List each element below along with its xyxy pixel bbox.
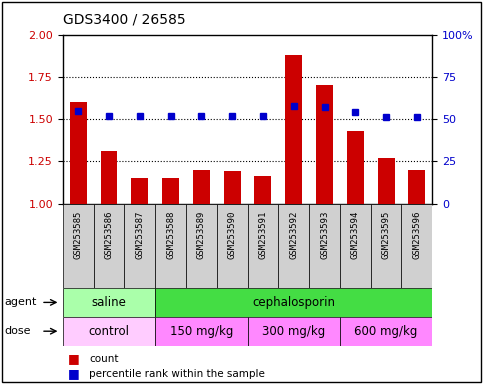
- Bar: [278, 204, 309, 288]
- Bar: [193, 170, 210, 204]
- Bar: [371, 204, 401, 288]
- Text: GSM253591: GSM253591: [258, 210, 268, 259]
- Text: GSM253586: GSM253586: [104, 210, 114, 259]
- Bar: [63, 204, 94, 288]
- Text: GDS3400 / 26585: GDS3400 / 26585: [63, 13, 185, 27]
- Text: saline: saline: [92, 296, 127, 309]
- Text: agent: agent: [5, 297, 37, 308]
- Bar: [340, 317, 432, 346]
- Bar: [70, 102, 86, 204]
- Text: GSM253592: GSM253592: [289, 210, 298, 259]
- Bar: [217, 204, 247, 288]
- Text: GSM253596: GSM253596: [412, 210, 421, 259]
- Text: GSM253589: GSM253589: [197, 210, 206, 259]
- Text: ■: ■: [68, 367, 79, 381]
- Bar: [63, 288, 155, 317]
- Text: GSM253593: GSM253593: [320, 210, 329, 259]
- Text: count: count: [89, 354, 119, 364]
- Bar: [316, 85, 333, 204]
- Bar: [309, 204, 340, 288]
- Text: dose: dose: [5, 326, 31, 336]
- Bar: [247, 317, 340, 346]
- Text: control: control: [88, 325, 129, 338]
- Text: GSM253588: GSM253588: [166, 210, 175, 259]
- Bar: [401, 204, 432, 288]
- Text: GSM253585: GSM253585: [74, 210, 83, 259]
- Bar: [340, 204, 371, 288]
- Bar: [63, 317, 155, 346]
- Bar: [155, 204, 186, 288]
- Bar: [155, 317, 248, 346]
- Bar: [255, 177, 271, 204]
- Bar: [155, 288, 432, 317]
- Bar: [186, 204, 217, 288]
- Bar: [131, 178, 148, 204]
- Bar: [347, 131, 364, 204]
- Text: cephalosporin: cephalosporin: [252, 296, 335, 309]
- Text: GSM253594: GSM253594: [351, 210, 360, 259]
- Text: ■: ■: [68, 352, 79, 365]
- Text: percentile rank within the sample: percentile rank within the sample: [89, 369, 265, 379]
- Text: GSM253587: GSM253587: [135, 210, 144, 259]
- Bar: [285, 55, 302, 204]
- Bar: [94, 204, 125, 288]
- Text: 600 mg/kg: 600 mg/kg: [355, 325, 418, 338]
- Bar: [100, 151, 117, 204]
- Text: GSM253595: GSM253595: [382, 210, 391, 259]
- Bar: [378, 158, 395, 204]
- Bar: [162, 178, 179, 204]
- Text: 150 mg/kg: 150 mg/kg: [170, 325, 233, 338]
- Bar: [247, 204, 278, 288]
- Bar: [125, 204, 155, 288]
- Bar: [409, 170, 426, 204]
- Bar: [224, 171, 241, 204]
- Text: GSM253590: GSM253590: [227, 210, 237, 259]
- Text: 300 mg/kg: 300 mg/kg: [262, 325, 326, 338]
